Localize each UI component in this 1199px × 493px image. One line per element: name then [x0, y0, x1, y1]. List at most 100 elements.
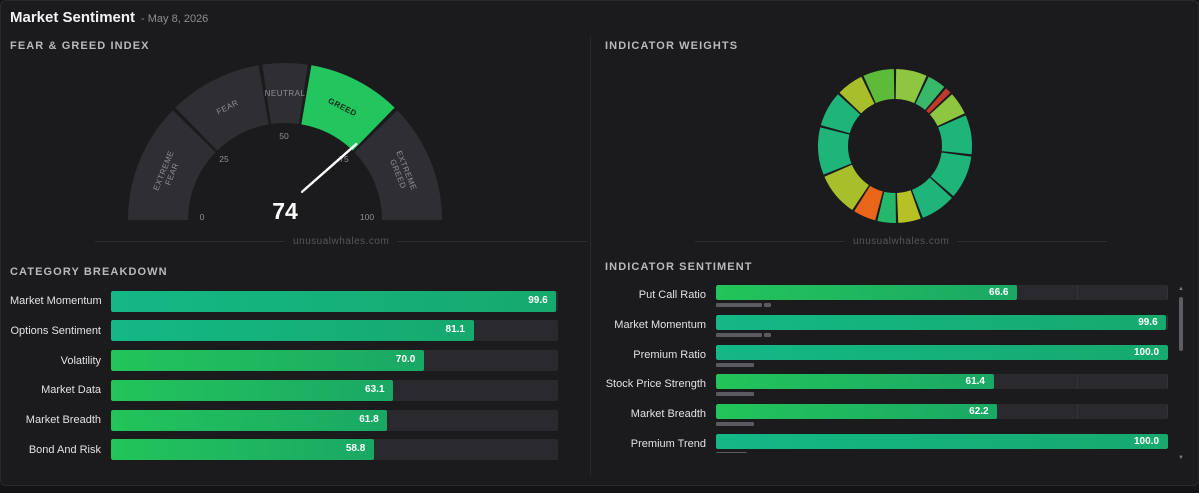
indicator-bar-fill: [716, 314, 1167, 330]
indicator-row-premium-ratio: Premium Ratio 100.0: [600, 344, 1168, 375]
page-date: - May 8, 2026: [141, 13, 209, 25]
category-bar-track: 58.8: [111, 439, 558, 461]
donut-segment[interactable]: [895, 69, 927, 104]
category-row-bond-and-risk: Bond And Risk 58.8: [10, 439, 558, 461]
indicator-weight-bar: [716, 392, 1168, 397]
scroll-down-icon[interactable]: ▼: [1178, 455, 1184, 461]
indicator-bar-track: 100.0: [716, 344, 1168, 360]
gauge-scale-label: 0: [200, 212, 205, 222]
indicator-weight-bar: [716, 451, 1168, 453]
category-bar-fill: [111, 439, 374, 461]
category-label: Volatility: [60, 354, 101, 367]
category-bar-track: 61.8: [111, 409, 558, 431]
category-bar-track: 81.1: [111, 320, 558, 342]
indicator-bar-fill: [716, 285, 1018, 300]
indicator-bar-fill: [716, 344, 1168, 360]
gauge-chart: EXTREMEFEARFEARNEUTRALGREEDEXTREMEGREED0…: [128, 63, 442, 222]
donut-segment[interactable]: [896, 190, 921, 223]
category-label: Market Data: [41, 384, 101, 397]
donut-segment[interactable]: [930, 152, 972, 197]
donut-segment[interactable]: [824, 164, 869, 211]
indicator-bar-fill: [716, 433, 1168, 449]
indicator-value: 61.4: [965, 376, 985, 388]
fear-greed-title: FEAR & GREED INDEX: [10, 40, 150, 52]
donut-segment[interactable]: [839, 76, 875, 114]
category-bar-fill: [111, 350, 424, 372]
indicator-value: 100.0: [1134, 346, 1160, 358]
indicator-label: Premium Ratio: [633, 348, 706, 361]
gauge-watermark: unusualwhales.com: [95, 236, 588, 247]
donut-segment[interactable]: [938, 115, 972, 155]
category-bar-fill: [111, 290, 557, 312]
category-row-market-data: Market Data 63.1: [10, 379, 558, 401]
donut-segment[interactable]: [929, 94, 965, 127]
indicator-value: 99.6: [1138, 316, 1158, 328]
panel-divider: [590, 36, 591, 476]
gauge-zone-extreme-greed: [354, 110, 442, 220]
category-bar-fill: [111, 409, 388, 431]
scroll-up-icon[interactable]: ▲: [1178, 286, 1184, 292]
indicator-bar-track: 66.6: [716, 285, 1168, 300]
indicator-label: Premium Trend: [630, 437, 706, 450]
indicator-value: 62.2: [969, 406, 989, 418]
category-bar-fill: [111, 320, 474, 342]
donut-segment[interactable]: [863, 69, 895, 104]
fear-greed-gauge: EXTREMEFEAR FEAR NEUTRAL GREED EXTREMEGREED 0…: [123, 58, 447, 230]
category-value: 81.1: [445, 324, 465, 336]
category-row-options-sentiment: Options Sentiment 81.1: [10, 320, 558, 342]
indicator-label: Market Breadth: [630, 408, 706, 421]
indicator-label: Market Momentum: [614, 318, 706, 331]
category-bar-fill: [111, 379, 394, 401]
indicator-sentiment-title: INDICATOR SENTIMENT: [605, 261, 753, 273]
gauge-scale-label: 50: [279, 131, 289, 141]
indicator-bar-fill: [716, 404, 998, 420]
indicator-sentiment-list[interactable]: Put Call Ratio 66.6 Market Momentum 99.6 Pre…: [600, 285, 1168, 453]
indicator-row-market-breadth: Market Breadth 62.2: [600, 404, 1168, 434]
donut-chart: [818, 69, 972, 223]
gauge-zone-fear: [175, 65, 269, 151]
gauge-needle: [300, 142, 358, 193]
gauge-scale-label: 75: [339, 154, 349, 164]
indicator-weight-bar: [716, 422, 1168, 427]
category-label: Options Sentiment: [10, 324, 102, 337]
indicator-label: Put Call Ratio: [638, 289, 706, 301]
donut-segment[interactable]: [915, 76, 945, 110]
indicator-row-market-momentum: Market Momentum 99.6: [600, 314, 1168, 345]
donut-segment[interactable]: [820, 94, 861, 134]
indicator-bar-track: 61.4: [716, 374, 1168, 390]
donut-segment[interactable]: [818, 127, 852, 175]
gauge-scale-label: 100: [360, 212, 374, 222]
gauge-scale-label: 25: [219, 154, 229, 164]
indicator-value: 66.6: [989, 287, 1009, 298]
indicator-bar-track: 100.0: [716, 433, 1168, 449]
category-row-volatility: Volatility 70.0: [10, 350, 558, 372]
category-label: Bond And Risk: [28, 443, 101, 456]
indicator-scrollbar[interactable]: ▲ ▼: [1178, 283, 1184, 463]
indicator-weight-bar: [716, 332, 1168, 337]
indicator-row-stock-price-strength: Stock Price Strength 61.4: [600, 374, 1168, 404]
gauge-zone-extreme-fear: [128, 110, 216, 220]
donut-segment[interactable]: [912, 177, 952, 218]
category-bar-track: 63.1: [111, 379, 558, 401]
indicator-weights-donut: [815, 66, 975, 226]
gauge-zone-greed: [301, 65, 395, 151]
category-value: 58.8: [345, 443, 366, 455]
category-label: Market Momentum: [10, 295, 102, 307]
category-label: Market Breadth: [25, 414, 101, 427]
scroll-thumb[interactable]: [1179, 297, 1183, 351]
page-title: Market Sentiment: [10, 9, 136, 26]
category-value: 99.6: [528, 294, 548, 306]
category-value: 70.0: [395, 354, 416, 366]
gauge-value: 74: [272, 198, 298, 224]
donut-watermark: unusualwhales.com: [695, 236, 1108, 247]
panel-header: Market Sentiment - May 8, 2026: [10, 9, 208, 29]
indicator-row-premium-trend: Premium Trend 100.0: [600, 433, 1168, 453]
category-value: 61.8: [359, 413, 379, 425]
donut-segment[interactable]: [926, 88, 951, 114]
indicator-bar-track: 99.6: [716, 314, 1168, 330]
indicator-bar-track: 62.2: [716, 404, 1168, 420]
donut-segment[interactable]: [854, 185, 883, 221]
indicator-label: Stock Price Strength: [605, 378, 706, 391]
category-breakdown-title: CATEGORY BREAKDOWN: [10, 266, 168, 278]
donut-segment[interactable]: [877, 191, 896, 223]
